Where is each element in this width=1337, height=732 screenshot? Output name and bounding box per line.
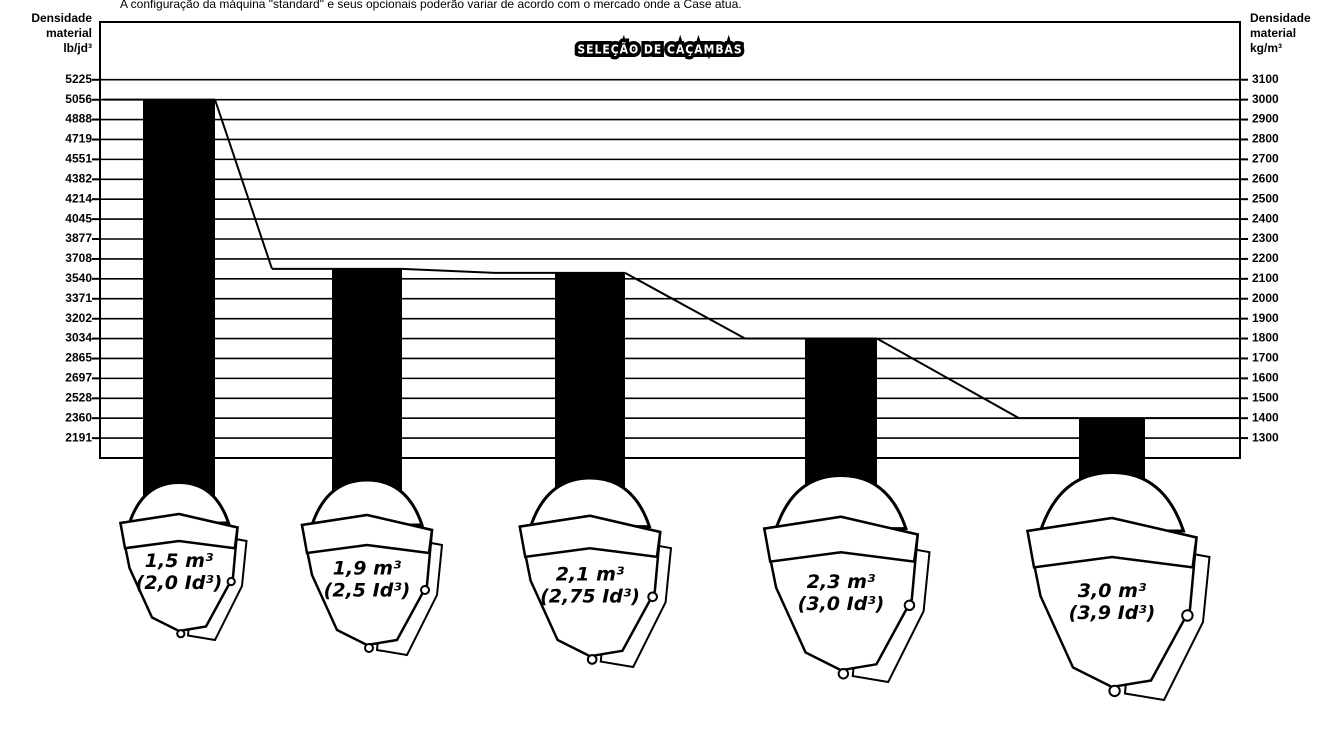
y2-tick-label: 1800	[1252, 331, 1279, 345]
y2-tick-label: 2200	[1252, 251, 1279, 265]
y2-tick-label: 2800	[1252, 132, 1279, 146]
y2-tick-label: 1700	[1252, 351, 1279, 365]
y2-tick-label: 2000	[1252, 291, 1279, 305]
bucket-rim	[518, 514, 662, 559]
y2-axis-label: kg/m³	[1250, 41, 1282, 55]
bucket-heap	[309, 478, 425, 527]
y2-tick-label: 3000	[1252, 92, 1279, 106]
bar	[555, 272, 625, 505]
x-tick-sublabel: (3,0 Id³)	[798, 593, 885, 615]
y2-tick-label: 1400	[1252, 410, 1279, 424]
y-tick-label: 4045	[65, 211, 92, 225]
y-tick-label: 3540	[65, 271, 92, 285]
y2-tick-label: 1500	[1252, 390, 1279, 404]
x-tick-label: 3,0 m³	[1078, 580, 1147, 602]
y-tick-label: 4214	[65, 191, 92, 205]
x-tick-sublabel: (2,5 Id³)	[324, 580, 411, 602]
y-axis-label: Densidade	[31, 11, 92, 25]
y2-tick-label: 2600	[1252, 171, 1279, 185]
y-tick-label: 2697	[65, 371, 92, 385]
bucket-pin	[226, 576, 236, 587]
y-tick-label: 4888	[65, 112, 92, 126]
x-tick-sublabel: (3,9 Id³)	[1069, 602, 1156, 624]
y2-tick-label: 2300	[1252, 231, 1279, 245]
bucket-pin	[420, 585, 430, 595]
x-tick-sublabel: (2,0 Id³)	[136, 572, 223, 594]
y2-tick-label: 1900	[1252, 311, 1279, 325]
bucket-heap	[1038, 470, 1186, 533]
y-tick-label: 2360	[65, 410, 92, 424]
y-tick-label: 3202	[65, 311, 92, 325]
connector	[214, 99, 273, 270]
bucket-heap	[127, 480, 231, 525]
bucket-rim	[119, 512, 239, 550]
y2-axis-label: material	[1250, 26, 1296, 40]
bucket-heap	[774, 473, 908, 531]
bucket-pin	[647, 591, 658, 603]
y2-tick-label: 1600	[1252, 371, 1279, 385]
y-tick-label: 2191	[65, 430, 92, 444]
bucket-rim	[1026, 516, 1198, 569]
chart-title: SELEÇÃO DE CAÇAMBAS	[577, 42, 742, 57]
bar	[332, 268, 402, 505]
y-tick-label: 4719	[65, 132, 92, 146]
bucket-pin	[176, 629, 186, 639]
y2-tick-label: 2500	[1252, 191, 1279, 205]
y-tick-label: 5225	[65, 72, 92, 86]
y-axis-label: lb/jd³	[63, 41, 92, 55]
y-tick-label: 3877	[65, 231, 92, 245]
x-tick-label: 1,5 m³	[145, 550, 214, 572]
y2-tick-label: 2100	[1252, 271, 1279, 285]
y2-tick-label: 2400	[1252, 211, 1279, 225]
bucket-pin	[586, 654, 598, 665]
x-tick-sublabel: (2,75 Id³)	[540, 586, 640, 608]
bucket-pin	[1108, 684, 1121, 698]
y-tick-label: 4551	[65, 152, 92, 166]
y2-tick-label: 3100	[1252, 72, 1279, 86]
x-tick-label: 2,3 m³	[807, 571, 876, 593]
y-axis-label: material	[46, 26, 92, 40]
bar	[143, 99, 215, 506]
note: A configuração da máquina "standard" e s…	[120, 0, 742, 11]
bucket-heap	[528, 476, 652, 529]
bucket-pin	[837, 668, 850, 680]
y2-tick-label: 1300	[1252, 430, 1279, 444]
bucket-pin	[1181, 609, 1194, 622]
y-tick-label: 4382	[65, 172, 92, 186]
y-tick-label: 3034	[65, 331, 92, 345]
bucket-rim	[762, 515, 920, 564]
plot-frame	[99, 21, 1241, 459]
bucket-pin	[903, 599, 916, 612]
y-tick-label: 5056	[65, 92, 92, 106]
bucket-rim	[300, 513, 434, 555]
x-tick-label: 1,9 m³	[333, 558, 402, 580]
x-tick-label: 2,1 m³	[556, 564, 625, 586]
y2-tick-label: 2700	[1252, 152, 1279, 166]
connector	[624, 271, 746, 340]
y-tick-label: 2865	[65, 351, 92, 365]
connector	[876, 337, 1020, 420]
y-tick-label: 2528	[65, 391, 92, 405]
y2-tick-label: 2900	[1252, 112, 1279, 126]
y2-axis-label: Densidade	[1250, 11, 1311, 25]
bucket-pin	[364, 643, 374, 653]
y-tick-label: 3708	[65, 251, 92, 265]
y-tick-label: 3371	[65, 291, 92, 305]
connector	[401, 267, 496, 274]
